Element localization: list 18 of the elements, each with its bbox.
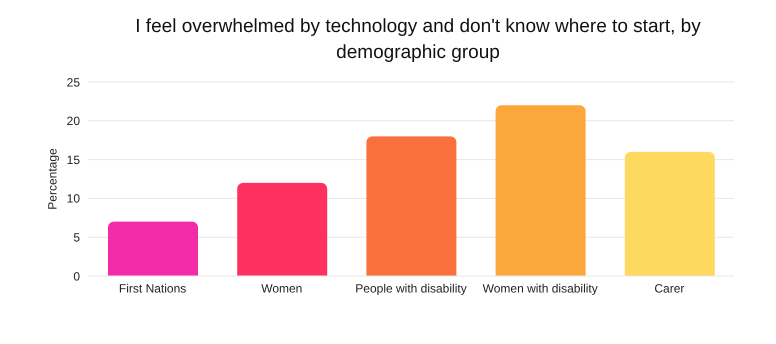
y-tick-label: 10 (66, 192, 80, 206)
bar (366, 136, 456, 276)
bar (624, 152, 715, 276)
y-tick-label: 15 (66, 152, 80, 167)
bar (496, 105, 586, 276)
x-tick-label: Carer (654, 282, 684, 296)
x-tick-label: Women with disability (482, 282, 598, 296)
y-tick-label: 0 (73, 269, 80, 284)
x-tick-label: Women (261, 282, 302, 296)
bar (237, 182, 328, 276)
y-tick-label: 5 (73, 230, 80, 244)
x-tick-label: First Nations (118, 282, 186, 296)
y-axis-title: Percentage (45, 148, 60, 210)
y-tick-label: 20 (66, 114, 80, 128)
x-tick-label: People with disability (355, 282, 467, 296)
y-tick-label: 25 (66, 75, 80, 90)
bar (108, 222, 198, 276)
chart-title: I feel overwhelmed by technology and don't know where to start, by demographic group (134, 15, 702, 65)
